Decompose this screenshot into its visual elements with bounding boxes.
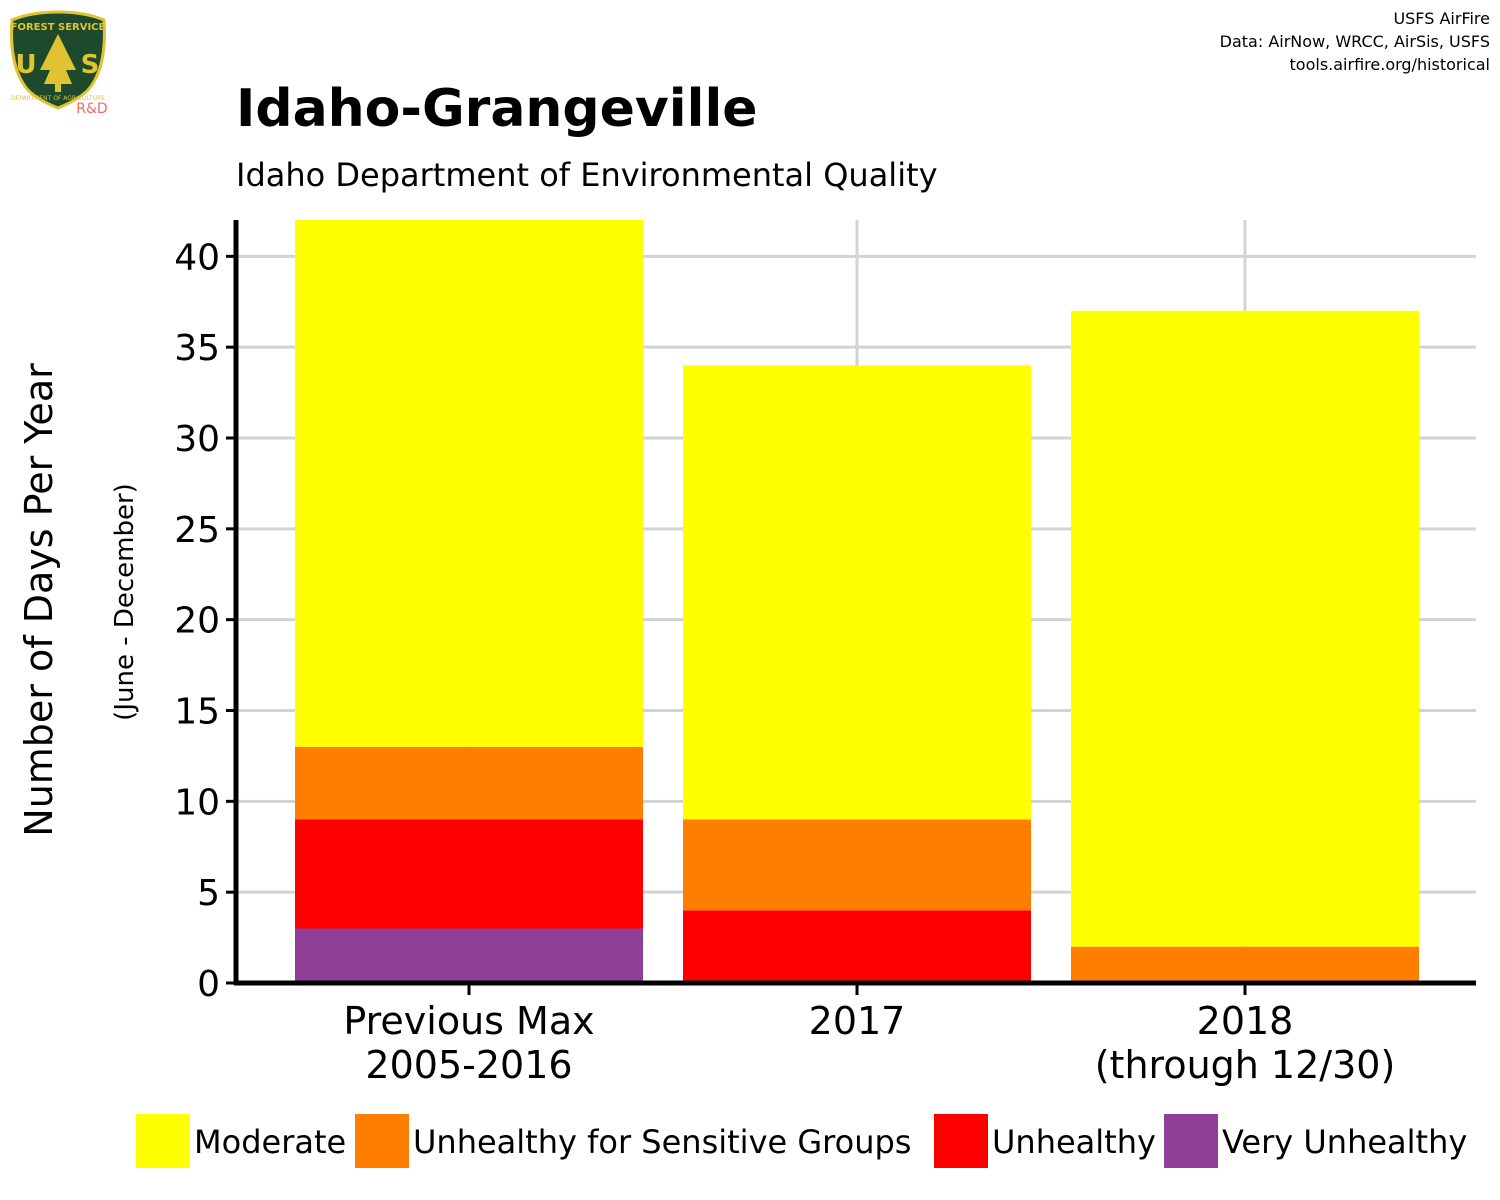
- x-tick-label: Previous Max: [343, 999, 594, 1043]
- bar-0-very-unhealthy: [295, 928, 643, 983]
- chart-subtitle: Idaho Department of Environmental Qualit…: [236, 156, 938, 194]
- bar-2-moderate: [1071, 310, 1419, 947]
- logo-top-text: FOREST SERVICE: [11, 22, 106, 33]
- legend-label: Very Unhealthy: [1222, 1123, 1467, 1161]
- y-tick-label: 30: [174, 419, 220, 460]
- svg-text:S: S: [81, 50, 100, 80]
- x-tick-label: 2018: [1197, 999, 1294, 1043]
- svg-text:U: U: [15, 50, 36, 80]
- logo-bottom-text: DEPARTMENT OF AGRICULTURE: [11, 95, 105, 102]
- y-axis-sublabel: (June - December): [110, 483, 140, 721]
- credit-line-1: USFS AirFire: [1393, 9, 1490, 28]
- bars: [295, 220, 1419, 983]
- chart-title: Idaho-Grangeville: [236, 79, 758, 139]
- bar-2-unhealthy-for-sensitive-groups: [1071, 946, 1419, 983]
- y-tick-label: 25: [174, 510, 220, 551]
- y-tick-label: 5: [197, 873, 220, 914]
- bar-1-unhealthy: [683, 910, 1031, 983]
- legend-swatch: [934, 1114, 988, 1168]
- legend-label: Moderate: [194, 1123, 346, 1161]
- bar-0-unhealthy-for-sensitive-groups: [295, 746, 643, 820]
- bar-0-moderate: [295, 220, 643, 747]
- credit-line-3: tools.airfire.org/historical: [1290, 55, 1490, 74]
- y-axis-label: Number of Days Per Year: [17, 363, 61, 837]
- bar-1-moderate: [683, 365, 1031, 820]
- legend-swatch: [1164, 1114, 1218, 1168]
- y-tick-label: 15: [174, 692, 220, 733]
- y-tick-label: 40: [174, 237, 220, 278]
- bar-1-unhealthy-for-sensitive-groups: [683, 819, 1031, 911]
- legend-swatch: [136, 1114, 190, 1168]
- tree-icon: [40, 34, 76, 84]
- x-tick-label: 2017: [809, 999, 906, 1043]
- y-tick-label: 20: [174, 601, 220, 642]
- logo-tag: R&D: [76, 101, 107, 117]
- y-tick-label: 0: [197, 964, 220, 1005]
- x-tick-label: 2005-2016: [365, 1043, 572, 1087]
- legend: Moderate Unhealthy for Sensitive Groups Un…: [136, 1114, 1467, 1168]
- y-tick-label: 35: [174, 328, 220, 369]
- usfs-logo: FOREST SERVICE U S DEPARTMENT OF AGRICUL…: [10, 10, 108, 117]
- bar-0-unhealthy: [295, 819, 643, 929]
- legend-swatch: [355, 1114, 409, 1168]
- legend-label: Unhealthy for Sensitive Groups: [413, 1123, 911, 1161]
- legend-label: Unhealthy: [992, 1123, 1156, 1161]
- y-tick-label: 10: [174, 782, 220, 823]
- credit-line-2: Data: AirNow, WRCC, AirSis, USFS: [1220, 32, 1490, 51]
- x-tick-label: (through 12/30): [1095, 1043, 1396, 1087]
